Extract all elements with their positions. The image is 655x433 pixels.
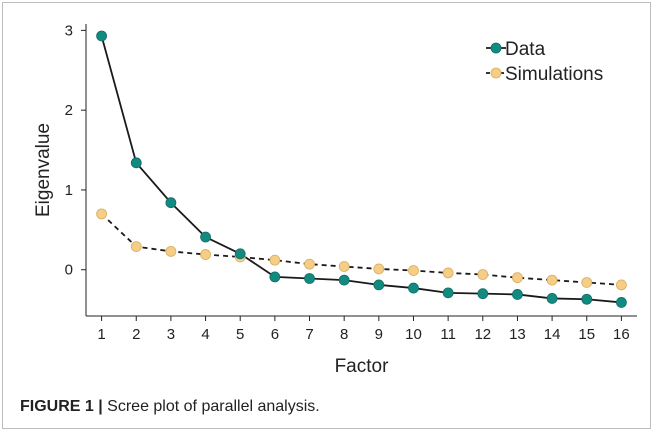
data-point-data: [96, 30, 107, 42]
data-point-data: [269, 271, 281, 283]
legend-key-point-simulations: [490, 67, 502, 79]
data-point-data: [373, 279, 385, 291]
data-point-data: [581, 293, 593, 305]
x-tick-label: 13: [509, 326, 526, 343]
data-point-simulations: [616, 279, 627, 291]
legend: Data Simulations: [486, 39, 603, 85]
data-point-data: [512, 289, 523, 300]
legend-label-data: Data: [505, 39, 546, 60]
data-point-simulations: [96, 208, 107, 220]
data-point-data: [234, 248, 246, 260]
figure-label: FIGURE 1 |: [20, 398, 103, 415]
data-point-data: [477, 288, 489, 300]
data-point-simulations: [581, 277, 593, 288]
figure-caption: FIGURE 1 | Scree plot of parallel analys…: [20, 398, 320, 416]
x-tick-label: 2: [132, 326, 140, 343]
x-tick-label: 15: [578, 326, 595, 343]
data-point-data: [130, 157, 142, 169]
x-tick-label: 4: [201, 326, 209, 343]
figure-frame: [2, 2, 651, 429]
x-tick-label: 14: [544, 326, 561, 343]
x-tick-label: 9: [375, 326, 383, 343]
x-tick-label: 7: [305, 326, 313, 343]
data-point-simulations: [269, 254, 281, 266]
x-tick-label: 12: [474, 326, 491, 343]
y-tick-label: 2: [65, 102, 73, 119]
data-point-simulations: [546, 274, 558, 286]
x-tick-label: 16: [613, 326, 630, 343]
legend-key-point-data: [490, 42, 502, 54]
data-point-data: [546, 293, 558, 304]
x-tick-label: 1: [97, 326, 105, 343]
x-tick-label: 3: [167, 326, 175, 343]
data-point-simulations: [338, 261, 350, 272]
data-point-simulations: [304, 258, 315, 270]
data-point-data: [338, 274, 350, 286]
y-tick-label: 1: [65, 182, 73, 199]
data-point-data: [408, 282, 419, 294]
data-point-simulations: [165, 245, 177, 257]
x-tick-label: 8: [340, 326, 348, 343]
x-tick-label: 11: [440, 326, 456, 343]
x-tick-label: 6: [271, 326, 279, 343]
x-axis-title: Factor: [335, 356, 390, 377]
legend-label-simulations: Simulations: [505, 64, 603, 85]
y-axis-title: Eigenvalue: [33, 123, 54, 217]
data-point-simulations: [373, 263, 385, 275]
y-tick-label: 3: [65, 22, 73, 39]
x-tick-label: 5: [236, 326, 244, 343]
data-point-simulations: [408, 265, 419, 276]
x-tick-label: 10: [405, 326, 422, 343]
y-tick-label: 0: [65, 262, 73, 279]
data-point-data: [165, 197, 177, 209]
series-lines: [100, 35, 622, 304]
figure-caption-text: Scree plot of parallel analysis.: [102, 398, 320, 415]
series-line-data: [100, 35, 622, 304]
data-point-data: [616, 297, 627, 308]
data-point-data: [200, 231, 211, 243]
data-point-data: [304, 273, 315, 284]
data-point-data: [442, 287, 454, 299]
data-point-simulations: [200, 249, 211, 260]
data-point-simulations: [130, 241, 142, 252]
data-point-simulations: [477, 269, 489, 280]
series-points: [96, 30, 627, 308]
data-point-simulations: [442, 267, 454, 279]
data-point-simulations: [512, 272, 523, 284]
series-line-simulations: [100, 213, 622, 286]
